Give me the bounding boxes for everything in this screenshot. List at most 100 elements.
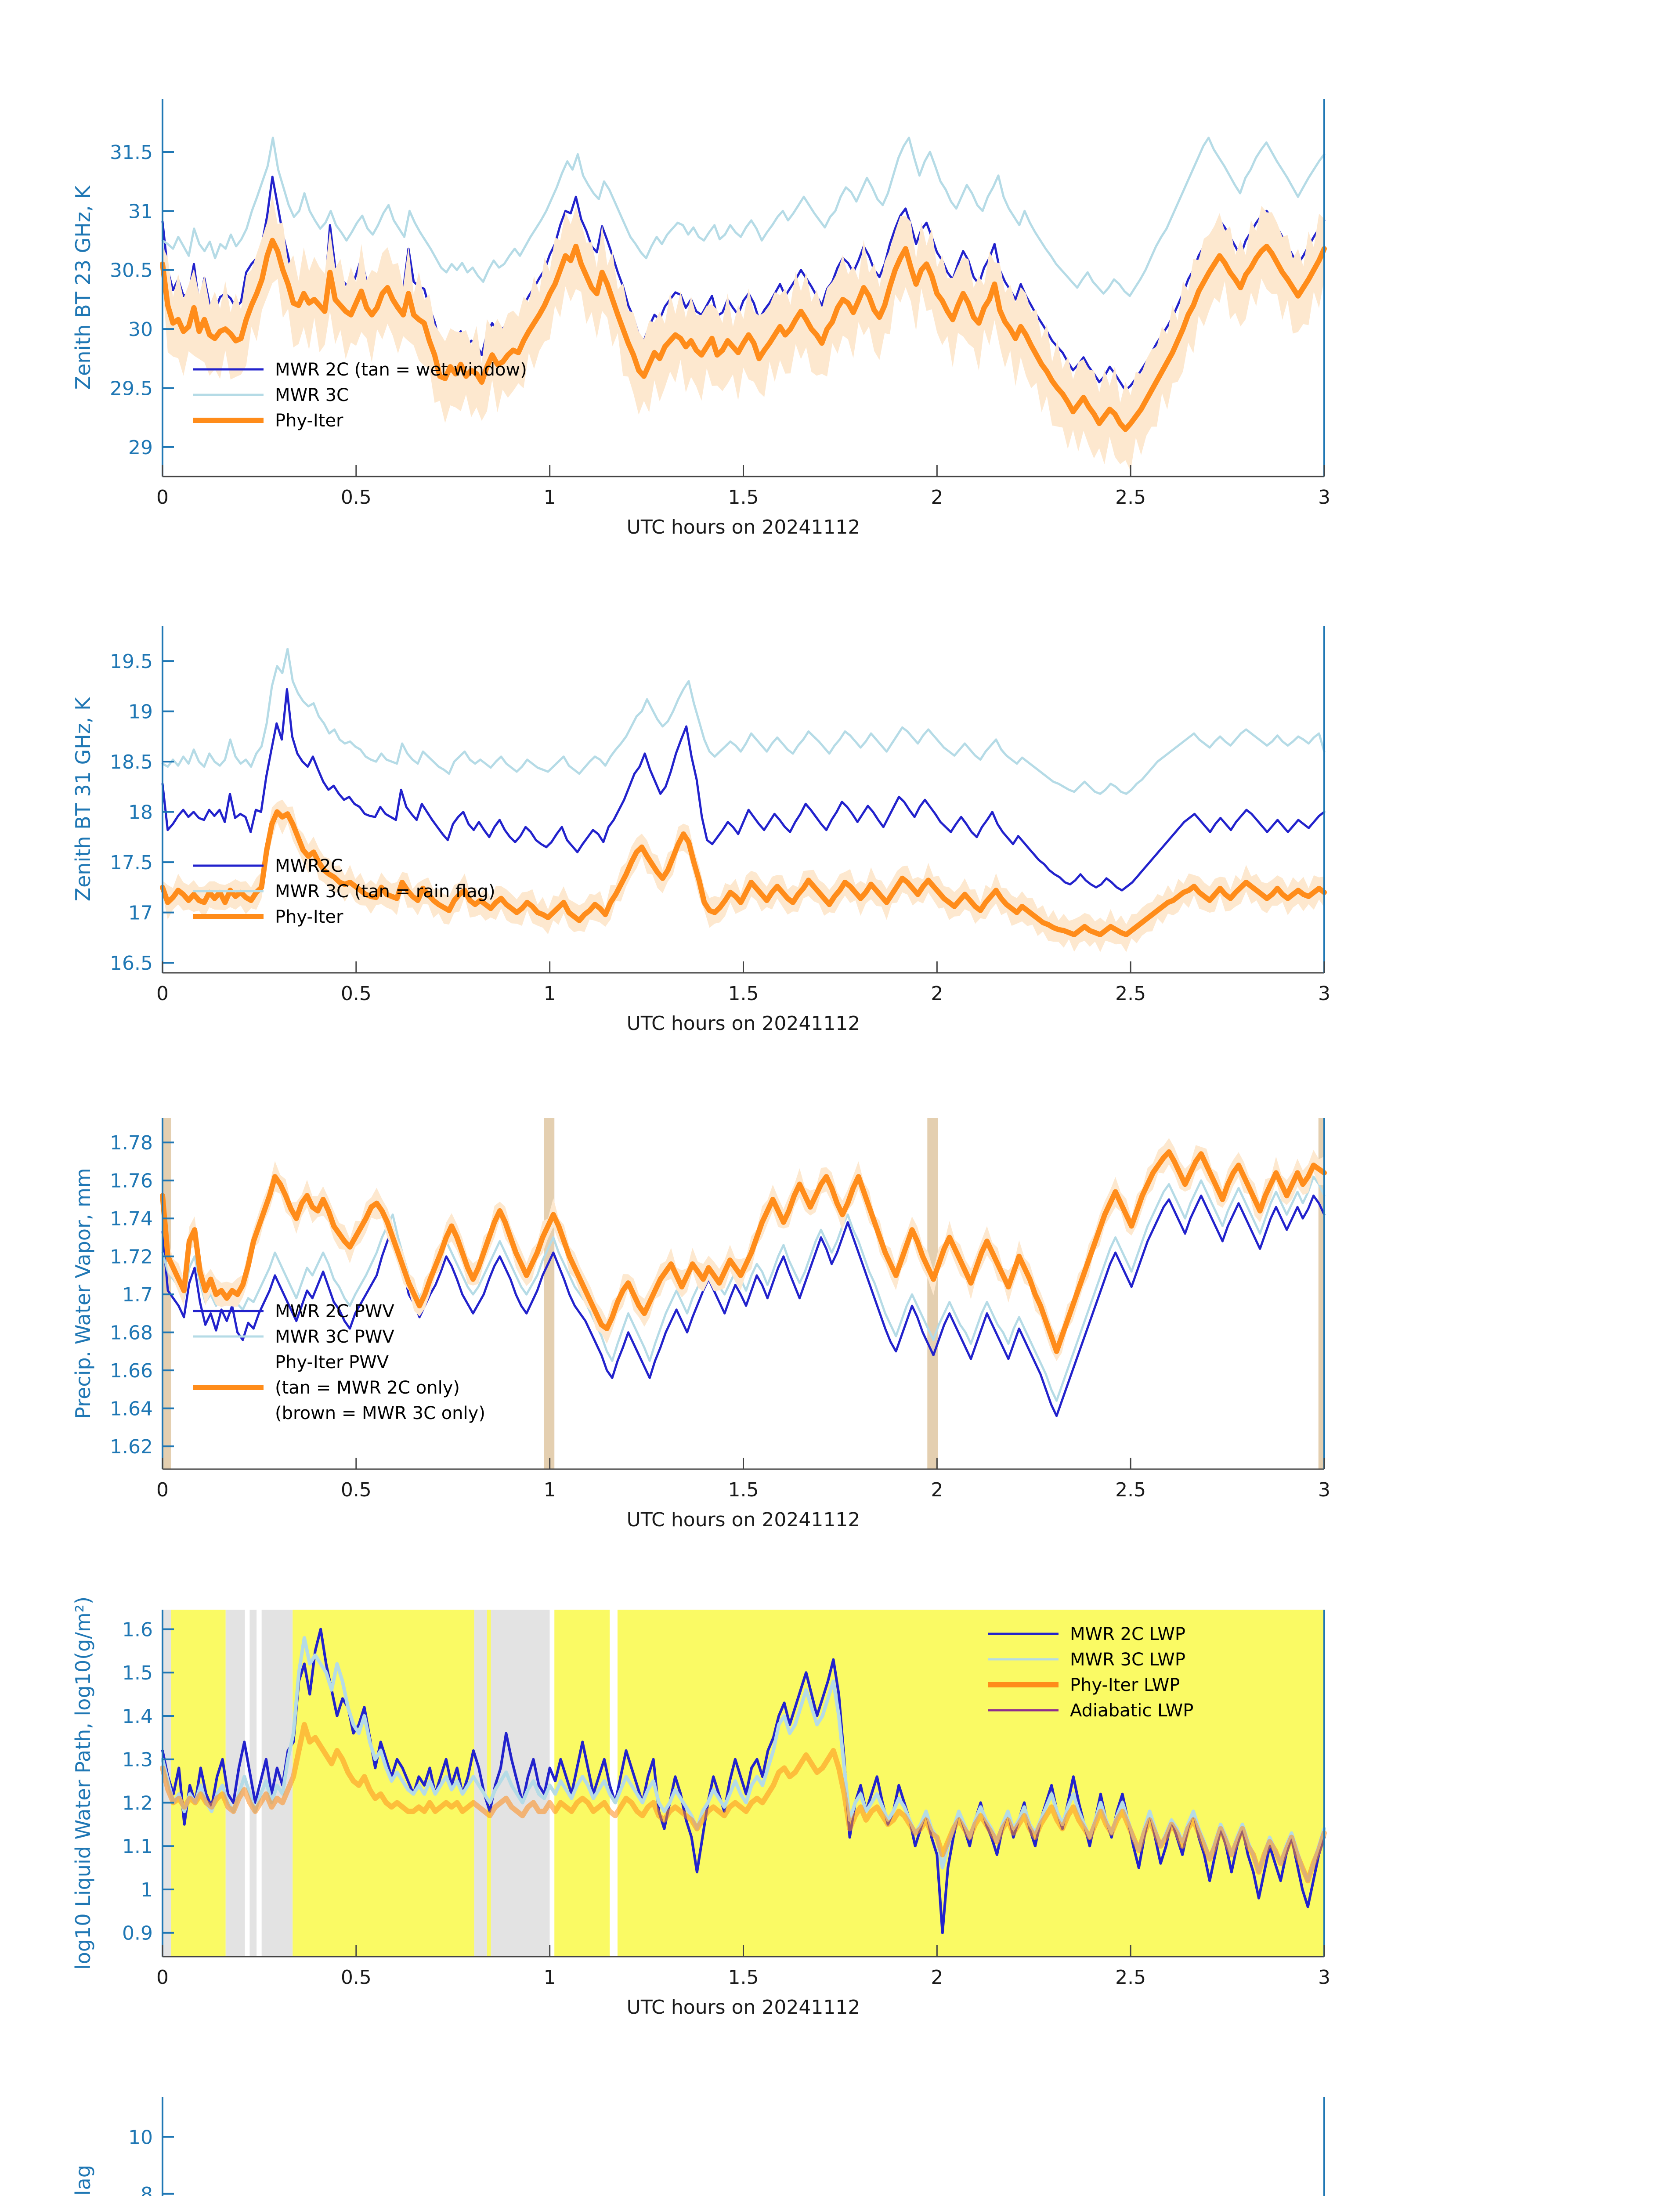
y-tick-label: 29.5 <box>110 377 153 400</box>
x-axis-label: UTC hours on 20241112 <box>627 1996 860 2019</box>
background-band <box>249 1610 257 1957</box>
y-tick-label: 1.3 <box>122 1749 153 1771</box>
series-line <box>161 175 1326 392</box>
panel-pwv: 1.62 1.64 1.66 1.68 1.7 1.72 1.74 1.76 1.78 0 0.5 1… <box>0 1085 1680 1579</box>
x-tick-label: 3 <box>1318 1479 1330 1501</box>
legend-label: Phy-Iter <box>275 907 343 927</box>
y-tick-label: 1.2 <box>122 1792 153 1814</box>
series-line <box>161 137 1326 297</box>
x-tick-label: 2.5 <box>1115 982 1146 1005</box>
series-line <box>161 1175 1326 1402</box>
y-tick-label: 1.78 <box>110 1132 153 1154</box>
x-tick-label: 2 <box>931 1479 943 1501</box>
x-tick-label: 0 <box>156 1966 169 1989</box>
x-axis-label: UTC hours on 20241112 <box>627 1509 860 1531</box>
legend-label: (brown = MWR 3C only) <box>275 1403 485 1423</box>
background-band <box>487 1610 491 1957</box>
x-tick-label: 3 <box>1318 1966 1330 1989</box>
y-axis-label: Zenith BT 23 GHz, K <box>71 185 95 390</box>
series-line <box>160 1722 1327 1884</box>
y-tick-label: 1.62 <box>110 1436 153 1458</box>
y-tick-label: 30 <box>128 318 153 341</box>
series-line <box>161 1194 1326 1417</box>
flag-band <box>927 1118 938 1469</box>
y-tick-label: 1.66 <box>110 1360 153 1382</box>
y-tick-label: 31 <box>128 200 153 223</box>
y-tick-label: 1.6 <box>122 1618 153 1641</box>
background-band <box>549 1610 555 1957</box>
x-tick-label: 1.5 <box>728 1479 759 1501</box>
series-line <box>160 809 1327 937</box>
y-tick-label: 1.74 <box>110 1208 153 1230</box>
legend-label: MWR2C <box>275 856 343 876</box>
y-tick-label: 1.4 <box>122 1705 153 1728</box>
background-band <box>617 1610 1324 1957</box>
y-tick-label: 16.5 <box>110 952 153 975</box>
x-tick-label: 1.5 <box>728 486 759 509</box>
x-tick-label: 2.5 <box>1115 1966 1146 1989</box>
x-tick-label: 0.5 <box>341 982 372 1005</box>
legend-label: MWR 3C (tan = rain flag) <box>275 881 495 902</box>
x-tick-label: 2 <box>931 486 943 509</box>
y-tick-label: 31.5 <box>110 141 153 164</box>
uncertainty-band <box>163 195 1324 471</box>
x-tick-label: 1.5 <box>728 982 759 1005</box>
legend-label: MWR 2C LWP <box>1070 1624 1185 1644</box>
flag-band <box>544 1118 555 1469</box>
x-tick-label: 3 <box>1318 486 1330 509</box>
x-tick-label: 1 <box>544 1966 556 1989</box>
y-tick-label: 1.76 <box>110 1170 153 1192</box>
series-line <box>161 648 1326 795</box>
legend-label: MWR 2C PWV <box>275 1301 394 1322</box>
series-line <box>161 688 1326 892</box>
legend-label: MWR 2C (tan = wet window) <box>275 360 527 380</box>
y-tick-label: 1.5 <box>122 1662 153 1684</box>
legend-label: MWR 3C PWV <box>275 1327 394 1347</box>
x-tick-label: 0.5 <box>341 1479 372 1501</box>
y-tick-label: 30.5 <box>110 260 153 282</box>
series-line <box>160 1149 1327 1354</box>
y-tick-label: 29 <box>128 437 153 459</box>
x-tick-label: 2.5 <box>1115 486 1146 509</box>
y-tick-label: 19 <box>128 701 153 723</box>
y-tick-label: 1.7 <box>122 1284 153 1306</box>
y-tick-label: 17 <box>128 902 153 925</box>
panel-lwp: 0.9 1 1.1 1.2 1.3 1.4 1.5 1.6 0 0.5 1 1.5 2 2.5 3 UTC h… <box>0 1577 1680 2066</box>
y-tick-label: 1.1 <box>122 1835 153 1858</box>
y-tick-label: 1 <box>141 1879 153 1901</box>
panel-bt23: 29 29.5 30 30.5 31 31.5 0 0.5 1 1.5 2 2.5 3 UTC hours… <box>0 18 1680 597</box>
x-tick-label: 2.5 <box>1115 1479 1146 1501</box>
y-tick-label: 1.64 <box>110 1398 153 1420</box>
x-tick-label: 1 <box>544 1479 556 1501</box>
legend-label: MWR 3C <box>275 385 349 405</box>
y-tick-label: 18.5 <box>110 751 153 773</box>
y-axis-label: MWR Phy Iter DQ Flag <box>71 2165 95 2196</box>
x-tick-label: 0 <box>156 982 169 1005</box>
y-tick-label: 17.5 <box>110 852 153 874</box>
y-axis-label: Zenith BT 31 GHz, K <box>71 697 95 902</box>
series-line <box>160 238 1327 432</box>
x-tick-label: 3 <box>1318 982 1330 1005</box>
background-band <box>610 1610 618 1957</box>
legend-label: (tan = MWR 2C only) <box>275 1378 460 1398</box>
y-tick-label: 18 <box>128 802 153 824</box>
y-tick-label: 10 <box>128 2127 153 2149</box>
y-tick-label: 8 <box>141 2183 153 2196</box>
x-tick-label: 0.5 <box>341 486 372 509</box>
y-tick-label: 0.9 <box>122 1922 153 1945</box>
x-axis-label: UTC hours on 20241112 <box>627 1012 860 1035</box>
x-tick-label: 0 <box>156 1479 169 1501</box>
x-tick-label: 1.5 <box>728 1966 759 1989</box>
x-tick-label: 1 <box>544 486 556 509</box>
legend-label: Phy-Iter <box>275 411 343 431</box>
y-axis-label: Precip. Water Vapor, mm <box>71 1168 95 1419</box>
panel-bt31: 16.5 17 17.5 18 18.5 19 19.5 0 0.5 1 1.5 2 2.5 3 UTC h… <box>0 595 1680 1087</box>
legend-label: MWR 3C LWP <box>1070 1650 1185 1670</box>
x-axis-label: UTC hours on 20241112 <box>627 516 860 538</box>
y-tick-label: 1.72 <box>110 1246 153 1268</box>
y-axis-label: log10 Liquid Water Path, log10(g/m²) <box>71 1596 95 1970</box>
x-tick-label: 0.5 <box>341 1966 372 1989</box>
x-tick-label: 2 <box>931 982 943 1005</box>
